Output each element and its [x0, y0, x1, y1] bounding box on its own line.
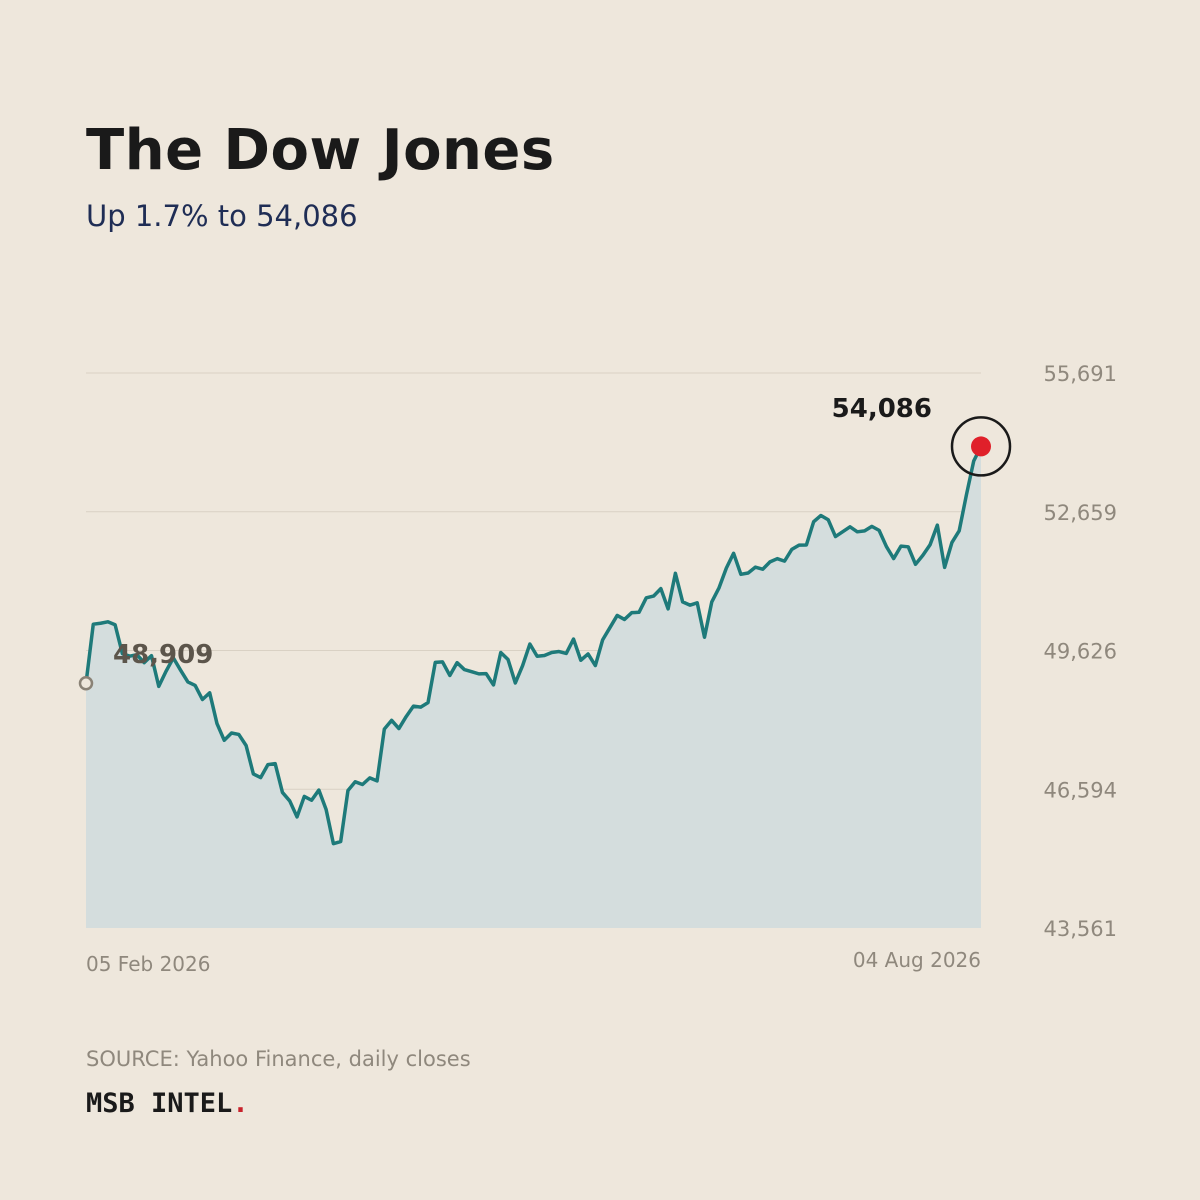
end-point-ring: [950, 416, 1012, 477]
source-note: SOURCE: Yahoo Finance, daily closes: [86, 1047, 471, 1071]
chart-subtitle: Up 1.7% to 54,086: [86, 199, 358, 233]
y-tick-label: 49,626: [1044, 640, 1117, 664]
y-axis-ticks: 43,561 46,594 49,626 52,659 55,691: [1044, 362, 1117, 941]
y-tick-label: 52,659: [1044, 501, 1117, 525]
y-tick-label: 55,691: [1044, 362, 1117, 386]
y-tick-label: 46,594: [1044, 778, 1117, 802]
x-tick-start: 05 Feb 2026: [86, 952, 210, 976]
end-point-marker: [971, 436, 991, 457]
chart-title: The Dow Jones: [86, 118, 555, 183]
brand-logo: MSB INTEL.: [86, 1088, 249, 1119]
end-value-label: 54,086: [832, 394, 932, 424]
x-tick-end: 04 Aug 2026: [853, 948, 981, 972]
start-value-label: 48,909: [113, 640, 213, 670]
series-line: [84, 444, 983, 846]
y-tick-label: 43,561: [1044, 917, 1117, 941]
brand-name: MSB INTEL: [86, 1088, 233, 1119]
start-point-marker: [78, 676, 94, 691]
brand-dot: .: [232, 1088, 249, 1119]
area-fill: [86, 446, 981, 928]
